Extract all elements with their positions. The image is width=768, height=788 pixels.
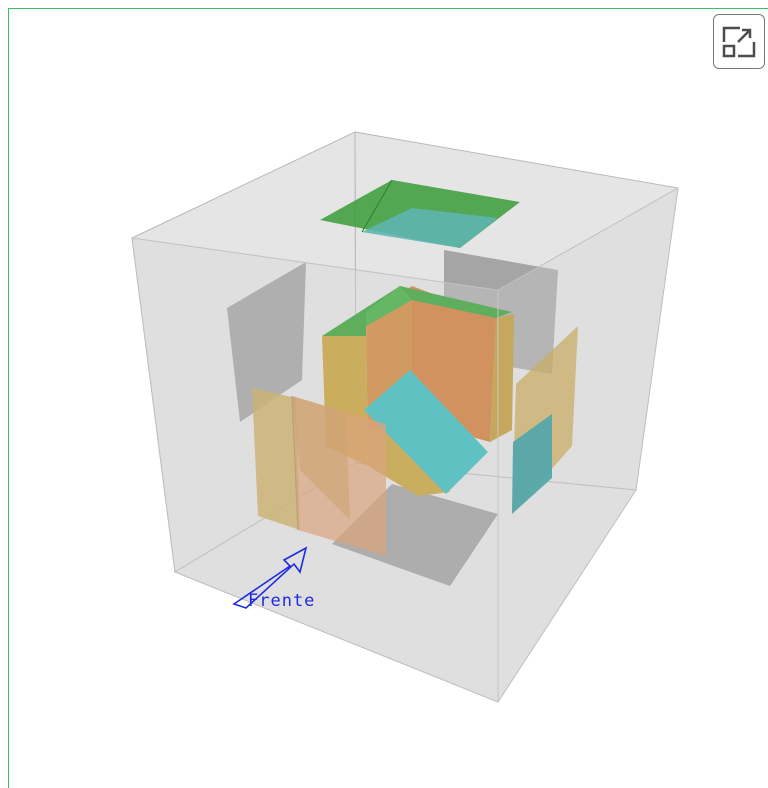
cube-front-edges	[131, 187, 679, 702]
front-arrow	[232, 546, 308, 609]
cube-front-faces	[132, 188, 678, 702]
top-green-panel	[320, 179, 520, 248]
front-label: Frente	[248, 591, 315, 611]
expand-icon	[722, 26, 756, 58]
right-ochre-panel	[512, 326, 578, 514]
front-left-panel	[252, 388, 386, 556]
fullscreen-button[interactable]	[713, 14, 765, 69]
central-solid	[322, 286, 514, 496]
gray-panel-left	[227, 262, 306, 422]
